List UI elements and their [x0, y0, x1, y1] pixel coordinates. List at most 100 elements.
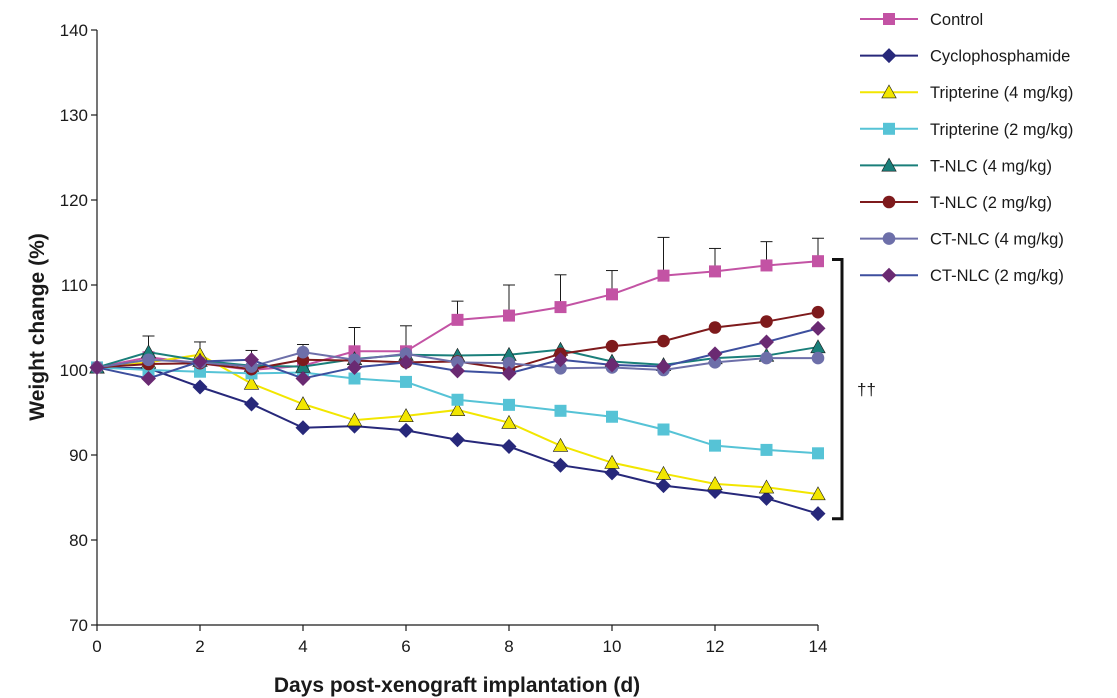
data-point [400, 375, 412, 388]
data-point [295, 420, 311, 436]
legend-label: T-NLC (2 mg/kg) [930, 194, 1052, 212]
data-point [709, 265, 721, 278]
data-point [604, 465, 620, 481]
data-point [554, 404, 567, 417]
data-point [553, 352, 568, 368]
x-tick-label: 2 [195, 637, 204, 656]
data-point [501, 414, 517, 429]
data-point [811, 305, 825, 319]
legend-marker [883, 122, 895, 135]
data-point [758, 479, 775, 494]
data-point [89, 359, 105, 375]
y-tick-label: 100 [60, 361, 88, 380]
significance-annotation: †† [832, 258, 876, 521]
data-point [295, 396, 311, 411]
y-tick-label: 70 [69, 616, 88, 635]
data-point [192, 379, 208, 395]
legend-label: Tripterine (4 mg/kg) [930, 84, 1073, 102]
x-tick-label: 10 [603, 637, 622, 656]
data-point [553, 457, 568, 473]
data-point [760, 443, 773, 456]
data-point [398, 354, 414, 370]
legend-item: Tripterine (2 mg/kg) [860, 121, 1073, 139]
data-point [810, 320, 826, 336]
data-point [812, 255, 824, 268]
data-point [451, 313, 464, 326]
data-point [451, 356, 464, 369]
data-point [244, 352, 259, 368]
data-point [398, 422, 414, 438]
series-ct-nlc-2-mg-kg [89, 320, 826, 386]
data-point [451, 393, 464, 406]
data-point [811, 351, 825, 365]
data-point [554, 362, 567, 375]
data-point [503, 398, 515, 411]
y-tick-label: 120 [60, 191, 88, 210]
legend-marker [882, 232, 896, 245]
data-point [501, 439, 517, 454]
data-point [296, 345, 310, 359]
data-point [450, 432, 465, 448]
data-point [760, 315, 773, 328]
data-point [709, 439, 721, 452]
error-bars [142, 236, 824, 370]
y-tick-label: 90 [69, 446, 88, 465]
data-point [347, 359, 362, 375]
data-point [605, 339, 619, 353]
x-tick-label: 12 [706, 637, 725, 656]
y-tick-label: 80 [69, 531, 88, 550]
legend-item: CT-NLC (2 mg/kg) [860, 267, 1064, 285]
legend-label: Cyclophosphamide [930, 48, 1070, 66]
data-point [501, 365, 517, 381]
data-point [655, 465, 672, 480]
data-point [192, 354, 208, 369]
data-point [707, 476, 723, 490]
data-point [657, 334, 670, 348]
data-point [759, 334, 774, 350]
data-point [707, 346, 723, 362]
data-point [348, 372, 361, 385]
significance-bracket [832, 258, 844, 521]
data-point [656, 359, 671, 375]
y-tick-label: 130 [60, 106, 88, 125]
y-tick-label: 110 [61, 276, 88, 295]
x-tick-label: 14 [809, 637, 828, 656]
data-point [657, 269, 670, 282]
legend-item: Control [860, 11, 983, 29]
legend-marker [881, 157, 897, 172]
data-point [346, 412, 363, 427]
legend-item: Tripterine (4 mg/kg) [860, 84, 1073, 102]
legend: Control Cyclophosphamide Tripterine (4 mg/… [860, 11, 1073, 285]
legend-item: CT-NLC (4 mg/kg) [860, 231, 1064, 249]
data-point [759, 490, 774, 506]
data-point [810, 506, 826, 522]
legend-marker [881, 48, 897, 64]
series-tripterine-2-mg-kg [91, 361, 824, 460]
x-axis-title: Days post-xenograft implantation (d) [274, 674, 640, 697]
legend-marker [882, 195, 896, 209]
legend-label: Tripterine (2 mg/kg) [930, 121, 1073, 139]
x-tick-label: 0 [92, 637, 101, 656]
data-point [243, 375, 260, 390]
legend-label: T-NLC (4 mg/kg) [930, 157, 1052, 175]
data-point [399, 347, 413, 361]
data-point [503, 309, 515, 322]
data-point [554, 301, 567, 314]
x-tick-label: 8 [504, 637, 513, 656]
legend-label: Control [930, 11, 983, 29]
legend-item: T-NLC (2 mg/kg) [860, 194, 1052, 212]
data-point [604, 454, 620, 469]
data-point [348, 353, 361, 367]
data-point [708, 356, 722, 369]
data-point [502, 356, 516, 370]
data-point [142, 353, 155, 367]
legend-marker [881, 267, 897, 283]
legend-item: Cyclophosphamide [860, 48, 1070, 66]
data-point [141, 371, 156, 386]
legend-marker [881, 84, 897, 99]
data-point [449, 402, 466, 417]
legend-label: CT-NLC (2 mg/kg) [930, 267, 1064, 285]
data-point [708, 321, 722, 334]
data-point [244, 396, 259, 412]
data-point [450, 363, 465, 379]
